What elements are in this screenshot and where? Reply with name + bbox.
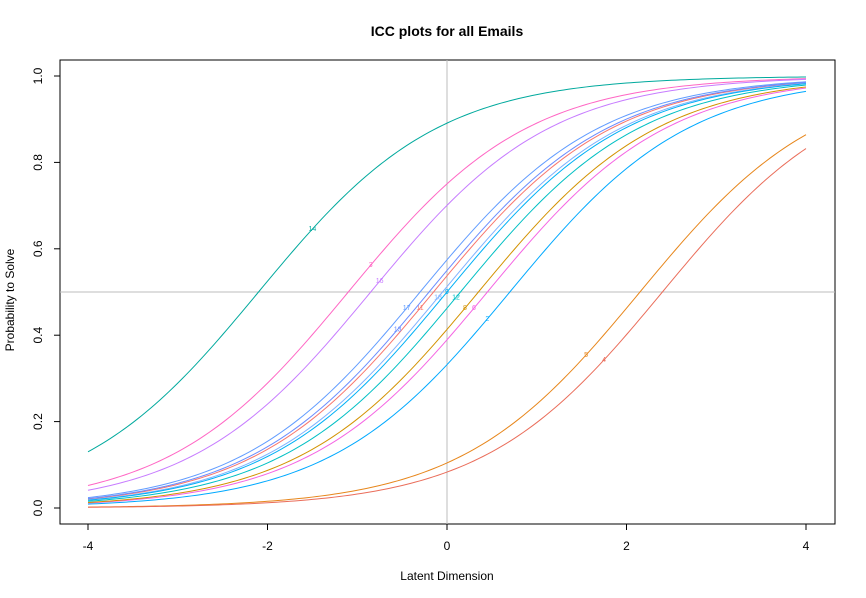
- curve-label-5: 5: [584, 352, 588, 359]
- curve-label-16: 16: [376, 278, 384, 285]
- x-tick-label: -2: [262, 539, 273, 553]
- y-tick-label: 1.0: [31, 67, 45, 84]
- icc-curve-9: [87, 83, 807, 501]
- icc-curve-13: [87, 81, 807, 500]
- icc-curve-5: [87, 134, 807, 508]
- curve-label-13: 13: [394, 326, 402, 333]
- curve-label-14: 14: [308, 226, 316, 233]
- curve-label-8: 8: [463, 305, 467, 312]
- icc-curve-8: [87, 86, 807, 503]
- chart-title: ICC plots for all Emails: [371, 23, 524, 39]
- curve-label-4: 4: [602, 357, 606, 364]
- x-tick-label: 4: [803, 539, 810, 553]
- curve-label-9: 9: [445, 289, 449, 296]
- curve-label-18: 18: [434, 294, 442, 301]
- y-tick-label: 0.4: [31, 327, 45, 344]
- icc-curve-14: [87, 76, 807, 453]
- icc-curve-4: [87, 148, 807, 508]
- icc-curve-6: [87, 87, 807, 504]
- curve-label-6: 6: [472, 305, 476, 312]
- x-tick-label: -4: [83, 539, 94, 553]
- curve-label-3: 3: [369, 262, 373, 269]
- x-axis-label: Latent Dimension: [400, 569, 493, 583]
- y-tick-label: 0.8: [31, 154, 45, 171]
- icc-curve-16: [87, 78, 807, 491]
- curve-label-2: 2: [485, 316, 489, 323]
- curve-label-11: 11: [416, 305, 423, 312]
- icc-curve-11: [87, 82, 807, 500]
- y-tick-label: 0.0: [31, 499, 45, 516]
- x-tick-label: 0: [444, 539, 451, 553]
- curve-label-12: 12: [452, 294, 460, 301]
- icc-curve-18: [87, 82, 807, 501]
- y-axis-label: Probability to Solve: [3, 248, 17, 351]
- x-tick-label: 2: [623, 539, 630, 553]
- icc-curve-12: [87, 84, 807, 502]
- y-tick-label: 0.2: [31, 413, 45, 430]
- icc-curve-3: [87, 78, 807, 486]
- curve-label-17: 17: [403, 305, 411, 312]
- icc-curve-2: [87, 90, 807, 505]
- plot-area: -4 -2 0 2 4 0.0 0.2 0.4 0.6 0.8 1.0 14 3 16 17 11 13 1891…: [31, 59, 836, 553]
- icc-curve-17: [87, 81, 807, 499]
- y-tick-label: 0.6: [31, 240, 45, 257]
